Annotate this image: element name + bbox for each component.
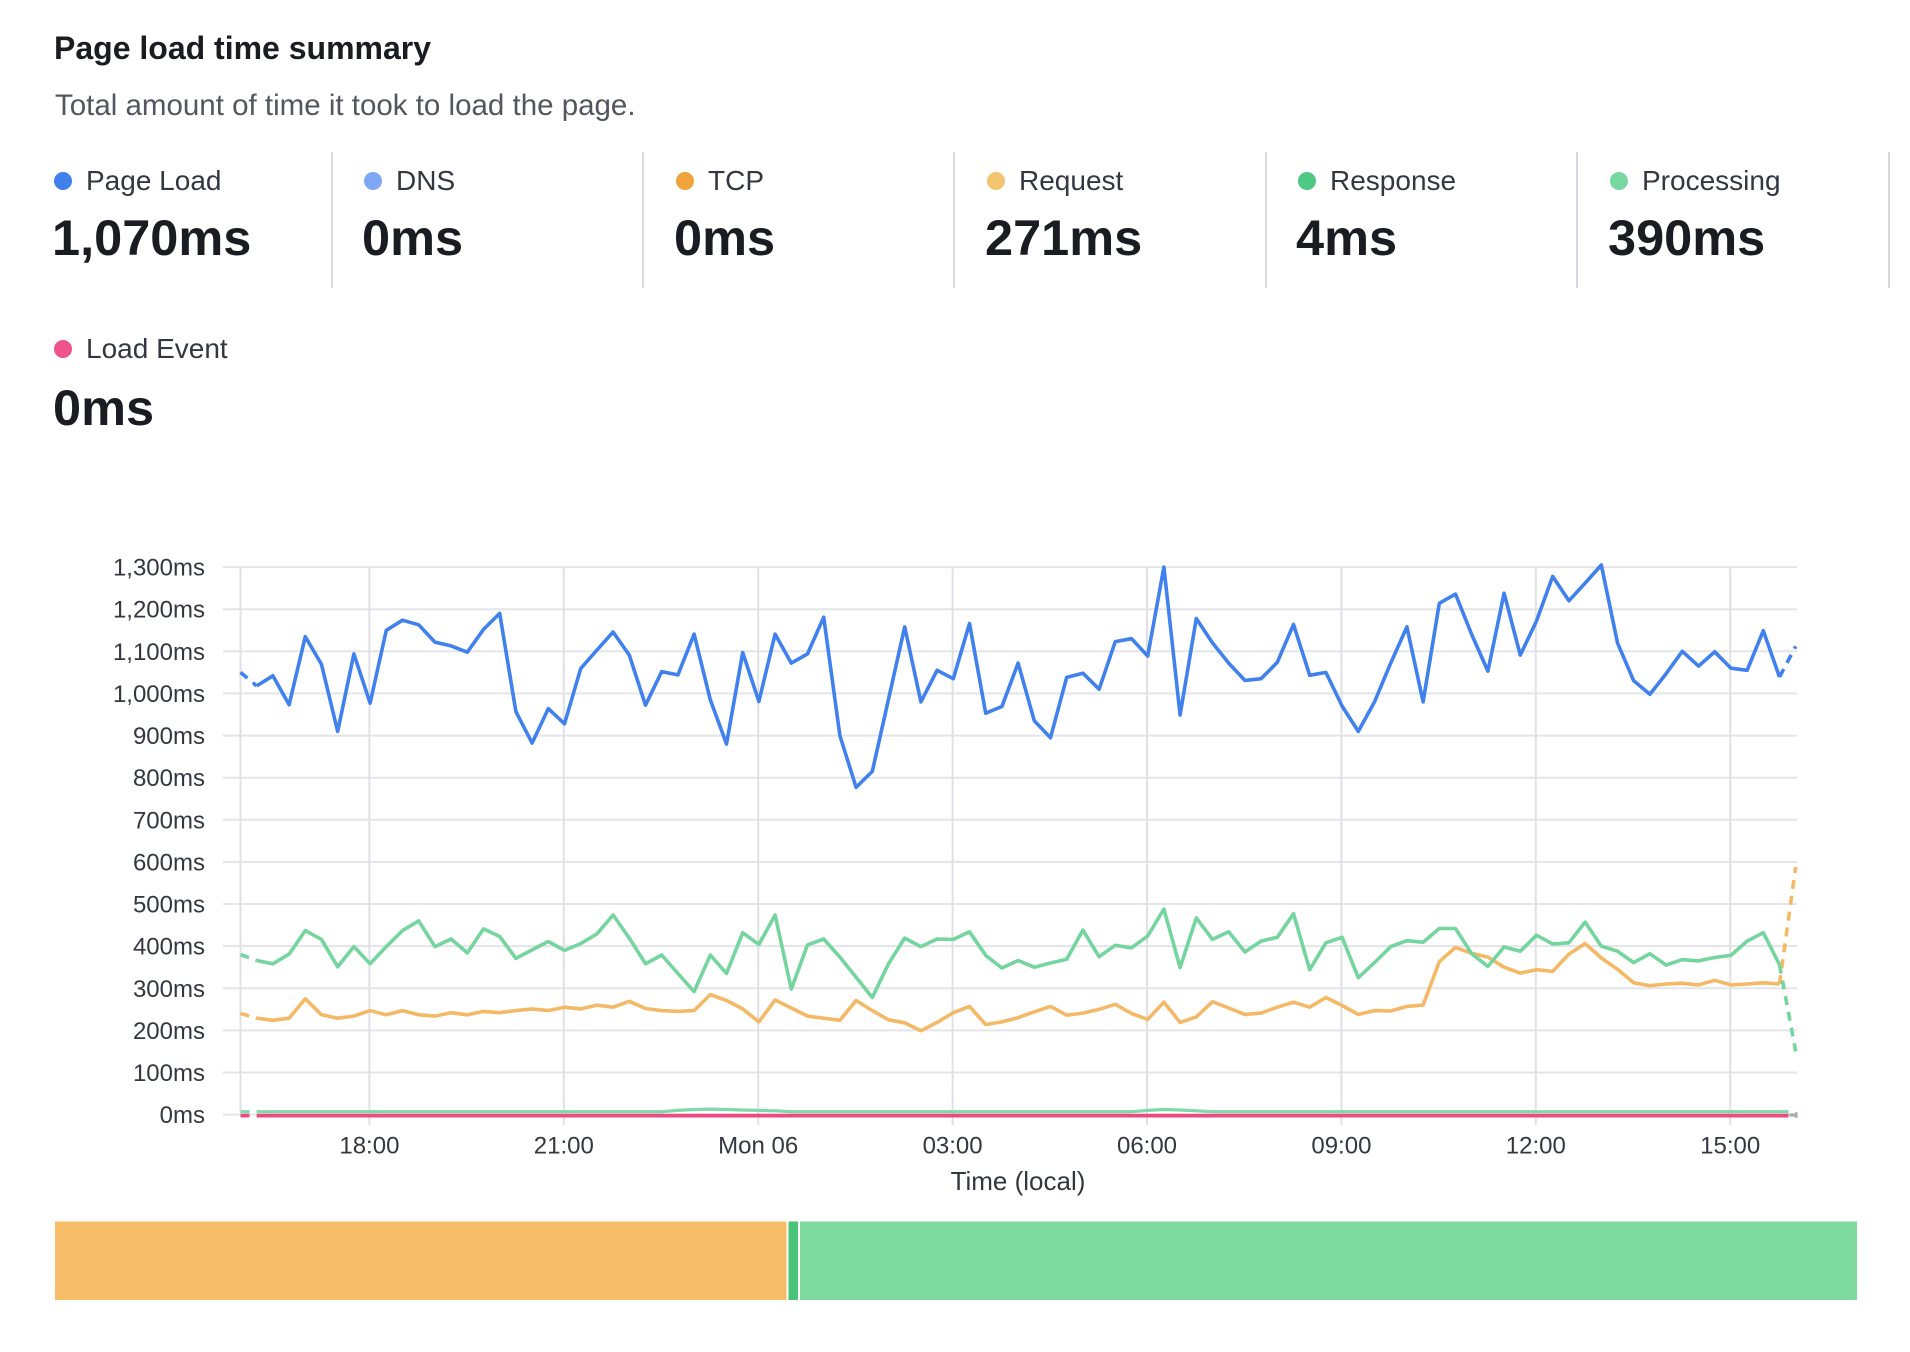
svg-text:18:00: 18:00 — [339, 1133, 399, 1160]
svg-text:06:00: 06:00 — [1117, 1133, 1177, 1160]
svg-text:1,000ms: 1,000ms — [113, 681, 205, 708]
svg-text:Mon 06: Mon 06 — [718, 1133, 798, 1160]
svg-text:600ms: 600ms — [133, 849, 205, 876]
svg-text:700ms: 700ms — [133, 807, 205, 834]
svg-text:500ms: 500ms — [133, 892, 205, 919]
svg-text:12:00: 12:00 — [1506, 1133, 1566, 1160]
svg-text:Time (local): Time (local) — [951, 1166, 1086, 1196]
svg-text:800ms: 800ms — [133, 765, 205, 792]
svg-text:300ms: 300ms — [133, 976, 205, 1003]
svg-text:15:00: 15:00 — [1700, 1133, 1760, 1160]
svg-text:1,300ms: 1,300ms — [113, 555, 205, 582]
svg-text:09:00: 09:00 — [1311, 1133, 1371, 1160]
svg-text:0ms: 0ms — [160, 1102, 205, 1129]
svg-text:1,200ms: 1,200ms — [113, 597, 205, 624]
svg-text:400ms: 400ms — [133, 934, 205, 961]
svg-text:21:00: 21:00 — [534, 1133, 594, 1160]
svg-text:900ms: 900ms — [133, 723, 205, 750]
svg-text:1,100ms: 1,100ms — [113, 639, 205, 666]
svg-text:200ms: 200ms — [133, 1018, 205, 1045]
svg-text:03:00: 03:00 — [923, 1133, 983, 1160]
svg-text:100ms: 100ms — [133, 1060, 205, 1087]
